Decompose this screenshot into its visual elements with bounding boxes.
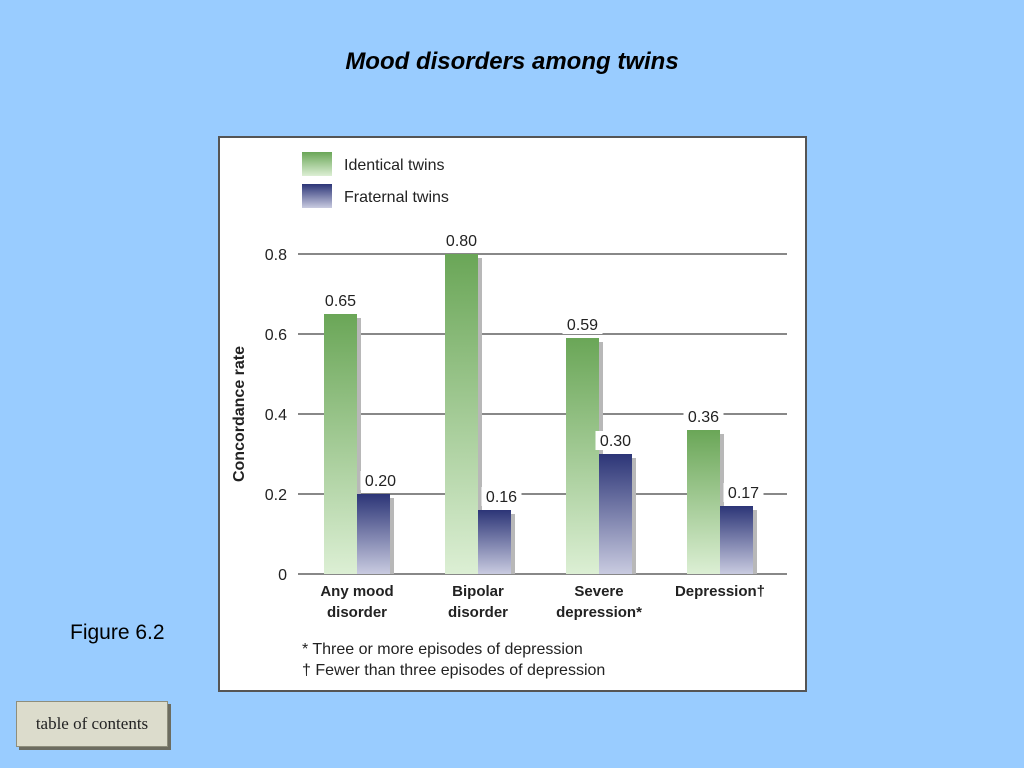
- data-label-bg: [441, 231, 482, 250]
- bar-identical-twins: [566, 338, 599, 574]
- data-label-bg: [562, 315, 603, 334]
- bar-fraternal-twins: [478, 510, 511, 574]
- legend-swatch-identical: [302, 152, 332, 176]
- bar-identical-twins: [687, 430, 720, 574]
- category-label: Any mood: [320, 583, 393, 600]
- data-label-bg: [595, 431, 636, 450]
- y-tick-label: 0.6: [265, 327, 287, 344]
- legend-label: Identical twins: [344, 157, 445, 174]
- data-label: 0.20: [365, 473, 396, 490]
- slide-title: Mood disorders among twins: [345, 48, 679, 75]
- data-label-bg: [481, 487, 522, 506]
- y-tick-label: 0.4: [265, 407, 287, 424]
- y-tick-label: 0: [278, 567, 287, 584]
- data-label: 0.36: [688, 409, 719, 426]
- bar-fraternal-twins: [720, 506, 753, 574]
- data-label: 0.65: [325, 293, 356, 310]
- data-label-bg: [360, 471, 401, 490]
- bar-fraternal-twins: [599, 454, 632, 574]
- category-label: Depression†: [675, 583, 765, 600]
- data-label: 0.30: [600, 433, 631, 450]
- data-label: 0.17: [728, 485, 759, 502]
- bar-identical-twins: [324, 314, 357, 574]
- category-label: disorder: [448, 604, 508, 621]
- category-label: Severe: [574, 583, 623, 600]
- data-label-bg: [683, 407, 724, 426]
- figure-label: Figure 6.2: [70, 621, 165, 644]
- y-tick-label: 0.2: [265, 487, 287, 504]
- chart-panel: 0 0.2 0.4 0.6 0.8 Concordance rate 0.65 0.20 An…: [218, 136, 807, 692]
- data-label-bg: [723, 483, 764, 502]
- footnote: † Fewer than three episodes of depressio…: [302, 662, 605, 679]
- category-label: depression*: [556, 604, 642, 621]
- bar-fraternal-twins: [357, 494, 390, 574]
- data-label-bg: [320, 291, 361, 310]
- legend-swatch-fraternal: [302, 184, 332, 208]
- y-axis-label: Concordance rate: [231, 346, 248, 482]
- table-of-contents-button[interactable]: table of contents: [16, 701, 168, 747]
- bar-identical-twins: [445, 254, 478, 574]
- legend-label: Fraternal twins: [344, 189, 449, 206]
- data-label: 0.80: [446, 233, 477, 250]
- category-label: disorder: [327, 604, 387, 621]
- category-label: Bipolar: [452, 583, 504, 600]
- footnote: * Three or more episodes of depression: [302, 641, 583, 658]
- data-label: 0.59: [567, 317, 598, 334]
- data-label: 0.16: [486, 489, 517, 506]
- concordance-bar-chart: 0 0.2 0.4 0.6 0.8 Concordance rate 0.65 0.20 An…: [231, 152, 787, 679]
- y-tick-label: 0.8: [265, 247, 287, 264]
